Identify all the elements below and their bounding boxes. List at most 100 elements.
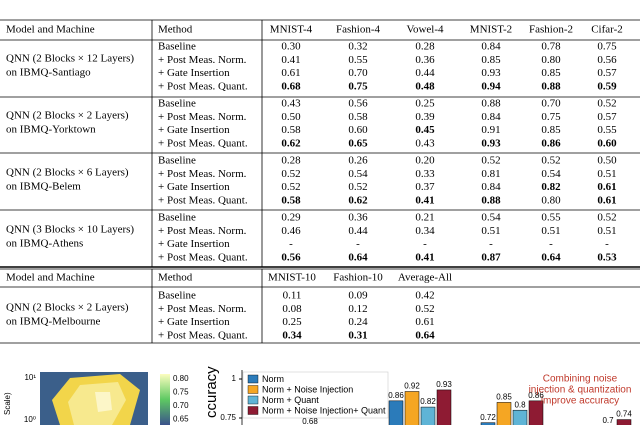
method-cell: + Post Meas. Norm. — [158, 225, 247, 237]
table-rules — [0, 19, 640, 344]
value-cell: 0.11 — [283, 290, 302, 302]
value-cell: 0.25 — [415, 98, 435, 110]
value-cell: 0.61 — [415, 316, 434, 328]
value-cell: 0.93 — [481, 137, 501, 149]
annotation: injection & quantization — [529, 385, 632, 396]
value-cell: 0.85 — [541, 124, 561, 136]
legend-swatch — [247, 374, 259, 384]
value-cell: 0.30 — [281, 41, 301, 53]
value-cell: 0.64 — [415, 329, 435, 341]
value-cell: 0.32 — [348, 41, 367, 53]
value-cell: 0.28 — [415, 41, 435, 53]
value-cell: - — [423, 238, 427, 250]
legend-label: Norm + Quant — [262, 395, 319, 405]
value-cell: 0.58 — [281, 194, 301, 206]
model-cell: QNN (2 Blocks × 2 Layers) — [6, 110, 129, 122]
value-cell: 0.93 — [481, 67, 501, 79]
value-cell: 0.75 — [348, 80, 368, 92]
bar — [436, 389, 452, 425]
value-cell: 0.55 — [348, 54, 368, 66]
method-cell: + Gate Insertion — [158, 124, 230, 136]
value-cell: 0.94 — [481, 80, 501, 92]
value-cell: 0.41 — [281, 54, 300, 66]
value-cell: 0.24 — [348, 316, 368, 328]
legend-swatch — [247, 406, 259, 415]
value-cell: 0.54 — [481, 212, 501, 224]
value-cell: 0.55 — [597, 124, 617, 136]
legend-label: Norm + Noise Injection — [262, 384, 353, 394]
model-cell: on IBMQ-Melbourne — [6, 316, 101, 328]
header-cell: Method — [158, 24, 193, 36]
value-cell: 0.52 — [597, 212, 616, 224]
model-cell: QNN (2 Blocks × 6 Layers) — [6, 167, 129, 179]
value-cell: 0.51 — [597, 168, 616, 180]
method-cell: Baseline — [158, 98, 196, 110]
value-cell: 0.42 — [415, 290, 434, 302]
method-cell: Baseline — [158, 155, 196, 167]
value-cell: 0.61 — [281, 67, 300, 79]
model-cell: on IBMQ-Yorktown — [6, 124, 96, 136]
value-cell: 0.82 — [541, 181, 561, 193]
extra-label: 0.68 — [302, 417, 318, 425]
value-cell: - — [549, 238, 553, 250]
method-cell: + Gate Insertion — [158, 181, 230, 193]
bar-label: 0.72 — [480, 413, 496, 422]
value-cell: 0.33 — [415, 168, 435, 180]
heatmap — [40, 372, 170, 425]
bar — [528, 400, 544, 425]
y-tick-label: 0.75 — [220, 413, 236, 422]
bar — [480, 422, 496, 425]
method-cell: + Post Meas. Norm. — [158, 168, 247, 180]
value-cell: 0.64 — [348, 251, 368, 263]
header-cell: Model and Machine — [6, 24, 95, 36]
heatmap-tick: 10¹ — [24, 373, 36, 382]
bar — [616, 419, 632, 425]
value-cell: 0.51 — [541, 225, 560, 237]
value-cell: 0.37 — [415, 181, 435, 193]
value-cell: 0.08 — [282, 303, 302, 315]
value-cell: 0.58 — [281, 124, 301, 136]
header-cell: MNIST-2 — [470, 24, 512, 36]
header-cell: Method — [158, 272, 193, 284]
header-cell: Fashion-10 — [333, 272, 383, 284]
bar-label: 0.82 — [420, 397, 436, 406]
value-cell: 0.54 — [541, 168, 561, 180]
value-cell: 0.09 — [348, 290, 368, 302]
value-cell: 0.43 — [415, 137, 435, 149]
value-cell: 0.84 — [481, 41, 501, 53]
value-cell: 0.64 — [541, 251, 561, 263]
value-cell: 0.12 — [348, 303, 367, 315]
legend-box — [242, 371, 389, 419]
value-cell: 0.46 — [281, 225, 301, 237]
value-cell: 0.28 — [281, 155, 301, 167]
colorbar-tick: 0.70 — [173, 401, 189, 410]
model-cell: QNN (2 Blocks × 2 Layers) — [6, 302, 129, 314]
bar-label: 0.93 — [436, 380, 452, 389]
bar-label: 0.8 — [514, 400, 526, 409]
model-cell: on IBMQ-Belem — [6, 181, 81, 193]
model-cell: on IBMQ-Santiago — [6, 67, 91, 79]
legend-label: Norm + Noise Injection+ Quant — [262, 405, 386, 415]
value-cell: 0.51 — [597, 225, 616, 237]
value-cell: 0.58 — [348, 111, 368, 123]
colorbar-tick: 0.65 — [173, 415, 189, 424]
value-cell: 0.48 — [415, 80, 435, 92]
value-cell: 0.62 — [281, 137, 301, 149]
value-cell: 0.44 — [415, 67, 435, 79]
value-cell: 0.34 — [282, 329, 302, 341]
model-cell: on IBMQ-Athens — [6, 238, 83, 250]
model-cell: QNN (3 Blocks × 10 Layers) — [6, 224, 134, 236]
method-cell: + Post Meas. Quant. — [158, 251, 248, 263]
header-cell: Cifar-2 — [591, 24, 623, 36]
method-cell: + Post Meas. Quant. — [158, 80, 248, 92]
header-cell: MNIST-4 — [270, 24, 313, 36]
value-cell: 0.26 — [348, 155, 368, 167]
value-cell: 0.75 — [597, 41, 617, 53]
method-cell: Baseline — [158, 41, 196, 53]
value-cell: 0.59 — [597, 80, 617, 92]
value-cell: 0.88 — [481, 98, 501, 110]
value-cell: 0.29 — [281, 212, 301, 224]
value-cell: 0.55 — [541, 212, 561, 224]
bar-label: 0.86 — [388, 391, 404, 400]
